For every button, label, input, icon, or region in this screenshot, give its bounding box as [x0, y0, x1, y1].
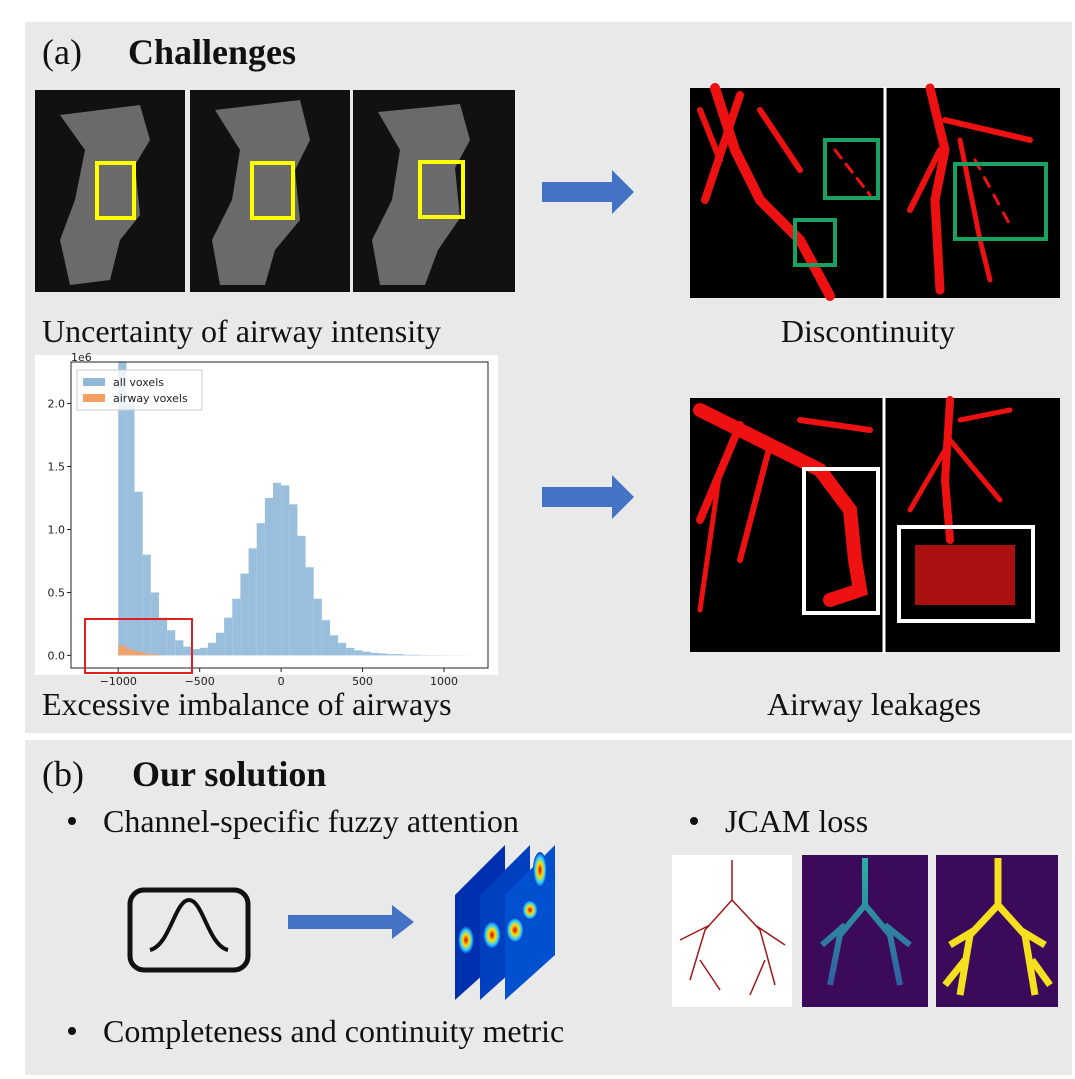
- attention-maps: [455, 845, 555, 1000]
- bar: [411, 654, 420, 656]
- panel-title: Our solution: [132, 754, 326, 794]
- x-tick-label: −500: [185, 675, 215, 688]
- bar: [126, 403, 135, 656]
- bar: [167, 630, 176, 656]
- fuzzy-icon: [127, 887, 251, 973]
- panel-label: (b): [42, 754, 84, 794]
- bar: [134, 651, 143, 656]
- caption: Uncertainty of airway intensity: [42, 313, 441, 349]
- bar: [199, 647, 208, 656]
- bullet-text: Completeness and continuity metric: [103, 1013, 564, 1049]
- bar: [297, 535, 306, 656]
- bar: [191, 649, 200, 656]
- caption: Discontinuity: [781, 313, 955, 349]
- x-tick-label: −1000: [100, 675, 137, 688]
- legend-box: [76, 369, 203, 411]
- bar: [150, 654, 159, 656]
- y-tick-label: 0.5: [48, 586, 66, 599]
- y-tick-label: 0.0: [48, 649, 66, 662]
- bar: [232, 598, 241, 656]
- highlight-box: [84, 618, 193, 674]
- arrow: [288, 905, 414, 939]
- bar: [329, 635, 339, 656]
- bullet: [68, 817, 76, 825]
- bar: [118, 645, 127, 656]
- x-tick-label: 500: [352, 675, 373, 688]
- bar: [240, 573, 249, 656]
- bar: [248, 548, 257, 656]
- bar: [118, 362, 127, 656]
- bullet-text: JCAM loss: [725, 803, 868, 839]
- bar: [346, 647, 355, 656]
- bar: [272, 482, 282, 656]
- bar: [338, 642, 347, 656]
- bar: [256, 523, 265, 656]
- x-tick-label: 0: [278, 675, 285, 688]
- bar: [387, 654, 396, 656]
- bullet-text: Channel-specific fuzzy attention: [103, 803, 519, 839]
- plot-frame: [70, 361, 489, 669]
- y-tick-label: 1.5: [48, 461, 66, 474]
- ct-images: [35, 90, 515, 292]
- bullet: [690, 817, 698, 825]
- caption: Airway leakages: [767, 686, 981, 722]
- bar: [395, 654, 404, 656]
- bar: [354, 650, 363, 656]
- bar: [378, 653, 388, 656]
- bar: [126, 649, 135, 656]
- airway-leakages: [690, 396, 1060, 654]
- bullet: [68, 1027, 76, 1035]
- legend-swatch: [83, 394, 105, 402]
- legend-label: airway voxels: [113, 392, 188, 405]
- bar: [403, 654, 412, 656]
- bar: [305, 567, 314, 656]
- bar: [207, 642, 216, 656]
- bar: [215, 632, 225, 656]
- caption: Excessive imbalance of airways: [42, 686, 452, 722]
- arrow: [542, 475, 634, 519]
- bar: [321, 620, 330, 656]
- bar: [313, 598, 322, 656]
- panel-title: Challenges: [128, 32, 296, 72]
- bar: [183, 646, 192, 656]
- histogram: 0.0 0.5 1.0 1.5 2.0 −1000 −500 0 500 1000 1e6 all v…: [48, 351, 489, 688]
- bar: [281, 485, 290, 656]
- y-tick-label: 2.0: [48, 398, 66, 411]
- legend-swatch: [83, 378, 105, 386]
- bar: [158, 617, 168, 656]
- arrow: [542, 170, 634, 214]
- bar: [264, 498, 273, 656]
- jcam-images: [672, 855, 1058, 1007]
- airway-discontinuity: [690, 83, 1060, 301]
- bar: [175, 640, 184, 656]
- x-tick-label: 1000: [430, 675, 458, 688]
- bar: [134, 491, 143, 656]
- bar: [142, 653, 151, 656]
- panel-label: (a): [42, 32, 82, 72]
- bar: [370, 652, 379, 656]
- y-tick-label: 1.0: [48, 523, 66, 536]
- bar: [362, 651, 371, 656]
- offset-label: 1e6: [71, 351, 92, 364]
- bar: [289, 504, 298, 656]
- bar: [142, 554, 151, 656]
- bar: [150, 592, 159, 656]
- bar: [224, 617, 233, 656]
- legend-label: all voxels: [113, 376, 164, 389]
